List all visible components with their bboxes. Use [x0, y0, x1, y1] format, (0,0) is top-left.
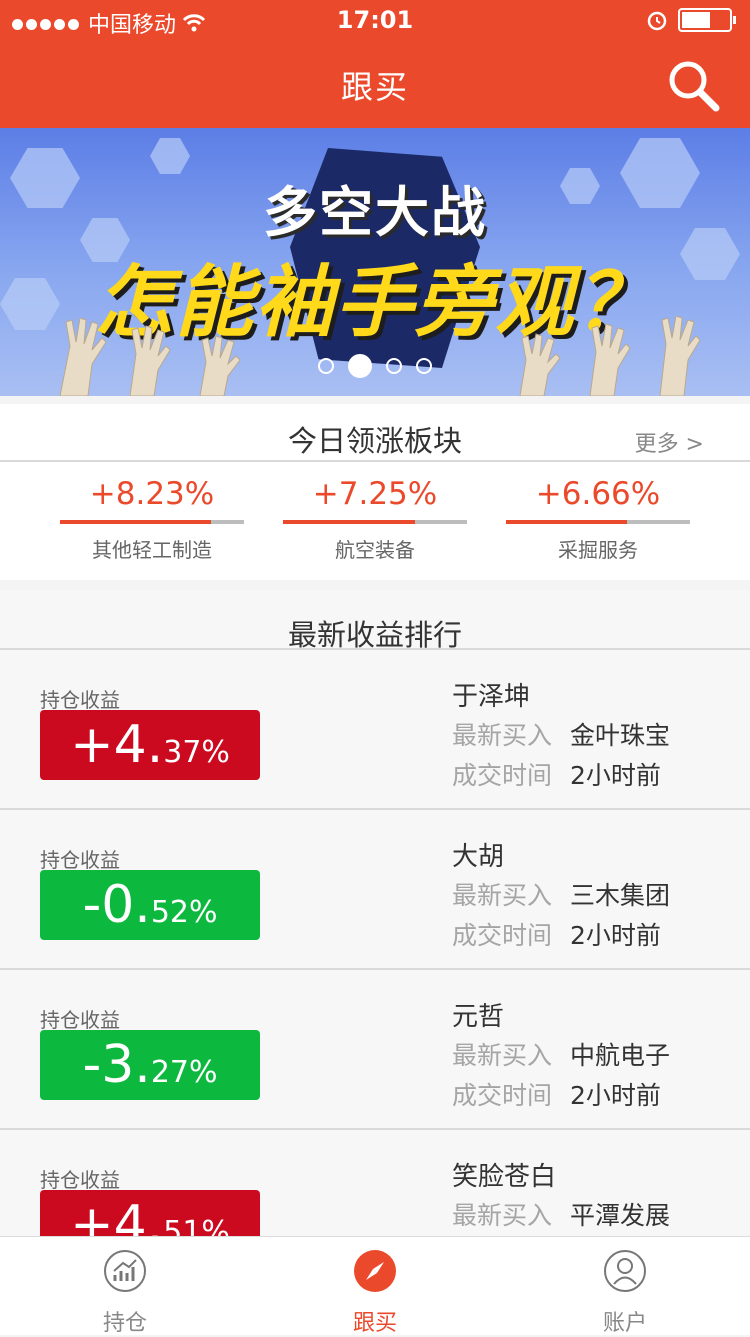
trader-name: 大胡: [452, 842, 505, 872]
trade-time-label: 成交时间: [452, 761, 553, 790]
promo-banner[interactable]: 多空大战 怎能袖手旁观？: [0, 128, 750, 396]
carrier-label: 中国移动: [88, 13, 177, 38]
tab-label: 账户: [602, 1311, 647, 1336]
pager-dot[interactable]: [416, 358, 432, 374]
trader-name: 元哲: [452, 1002, 505, 1032]
latest-buy-value: 平潭发展: [570, 1201, 671, 1230]
sector-name: 采掘服务: [558, 538, 638, 562]
sector-bar: [60, 520, 244, 524]
holding-return-label: 持仓收益: [40, 688, 120, 712]
trade-time-label: 成交时间: [452, 921, 553, 950]
return-decimal: 51%: [163, 1215, 230, 1240]
latest-buy-label: 最新买入: [452, 721, 553, 750]
return-integer: -3.: [82, 1035, 151, 1095]
trade-time-value: 2小时前: [570, 761, 661, 790]
chart-icon: [104, 1250, 146, 1292]
user-icon: [604, 1250, 646, 1292]
ranking-row[interactable]: 持仓收益 +4.37% 于泽坤 最新买入 金叶珠宝 成交时间 2小时前: [0, 650, 750, 810]
raised-hands-illustration: [59, 316, 701, 396]
sector-item[interactable]: +6.66% 采掘服务: [506, 476, 690, 563]
banner-emblem: [290, 148, 480, 368]
holding-return-label: 持仓收益: [40, 1008, 120, 1032]
tab-follow-buy[interactable]: 跟买: [250, 1249, 500, 1337]
sector-name: 其他轻工制造: [92, 538, 212, 562]
battery-icon: [678, 8, 736, 32]
trade-time-value: 2小时前: [570, 921, 661, 950]
tab-bar: 持仓 跟买 账户: [0, 1236, 750, 1337]
latest-buy-label: 最新买入: [452, 881, 553, 910]
ranking-row[interactable]: 持仓收益+4.51%笑脸苍白最新买入平潭发展成交时间2小时前: [0, 1130, 750, 1240]
sector-pct: +6.66%: [535, 476, 661, 512]
trader-name: 于泽坤: [452, 682, 531, 712]
sector-bar: [283, 520, 467, 524]
more-link[interactable]: 更多 >: [634, 432, 704, 457]
return-badge: +4.37%: [40, 710, 260, 780]
return-integer: +4.: [70, 1195, 164, 1240]
trade-time-label: 成交时间: [452, 1081, 553, 1110]
return-decimal: 27%: [150, 1055, 218, 1090]
tab-holdings[interactable]: 持仓: [0, 1249, 250, 1337]
banner-pager: [318, 354, 432, 378]
status-bar: 中国移动 17:01: [0, 0, 750, 40]
clock: 17:01: [336, 6, 414, 34]
pager-dot-active[interactable]: [348, 354, 372, 378]
sector-name: 航空装备: [335, 538, 415, 562]
return-integer: +4.: [70, 715, 164, 775]
tab-label: 跟买: [352, 1311, 397, 1336]
return-decimal: 37%: [163, 735, 230, 770]
compass-icon: [354, 1250, 396, 1292]
earnings-ranking: 最新收益排行 持仓收益 +4.37% 于泽坤 最新买入 金叶珠宝 成交时间 2小时前 持仓收益…: [0, 590, 750, 1240]
wifi-icon: [182, 14, 206, 32]
top-bar: 中国移动 17:01 跟买: [0, 0, 750, 128]
page-title: 跟买: [340, 68, 409, 106]
trade-time-value: 2小时前: [570, 1081, 661, 1110]
latest-buy-label: 最新买入: [452, 1201, 553, 1230]
sectors-title: 今日领涨板块: [287, 424, 462, 458]
ranking-row[interactable]: 持仓收益 -0.52% 大胡 最新买入 三木集团 成交时间 2小时前: [0, 810, 750, 970]
holding-return-label: 持仓收益: [40, 1168, 120, 1192]
pager-dot[interactable]: [386, 358, 402, 374]
banner-slogan: 怎能袖手旁观？: [94, 258, 655, 348]
leading-sectors-panel: 今日领涨板块 更多 > +8.23% 其他轻工制造 +7.25% 航空装备 +6…: [0, 404, 750, 580]
latest-buy-value: 中航电子: [570, 1041, 671, 1070]
latest-buy-value: 金叶珠宝: [570, 721, 671, 750]
sector-bar-fill: [60, 520, 211, 524]
return-badge: +4.51%: [40, 1190, 260, 1240]
signal-strength-icon: [12, 11, 82, 36]
latest-buy-label: 最新买入: [452, 1041, 553, 1070]
sector-item[interactable]: +8.23% 其他轻工制造: [60, 476, 244, 563]
trader-name: 笑脸苍白: [452, 1162, 557, 1192]
return-badge: -0.52%: [40, 870, 260, 940]
latest-buy-value: 三木集团: [570, 881, 671, 910]
sector-bar-fill: [506, 520, 628, 524]
return-badge: -3.27%: [40, 1030, 260, 1100]
sector-pct: +8.23%: [89, 476, 215, 512]
alarm-icon: [647, 11, 667, 31]
sector-bar: [506, 520, 690, 524]
sector-item[interactable]: +7.25% 航空装备: [283, 476, 467, 563]
return-integer: -0.: [82, 875, 151, 935]
search-icon[interactable]: [666, 58, 720, 112]
banner-headline: 多空大战: [263, 181, 487, 244]
return-decimal: 52%: [150, 895, 218, 930]
holding-return-label: 持仓收益: [40, 848, 120, 872]
ranking-row[interactable]: 持仓收益 -3.27% 元哲 最新买入 中航电子 成交时间 2小时前: [0, 970, 750, 1130]
ranking-title: 最新收益排行: [287, 618, 462, 652]
tab-account[interactable]: 账户: [500, 1249, 750, 1337]
sector-bar-fill: [283, 520, 416, 524]
tab-label: 持仓: [102, 1311, 147, 1336]
sector-pct: +7.25%: [312, 476, 438, 512]
pager-dot[interactable]: [318, 358, 334, 374]
